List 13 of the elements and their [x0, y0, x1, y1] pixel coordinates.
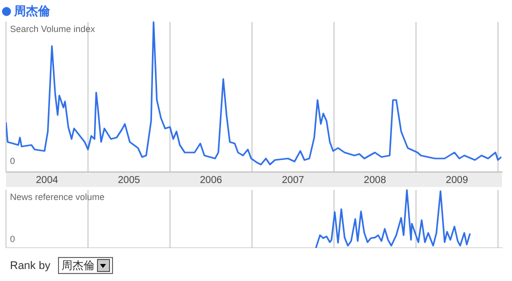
annotation: 0	[10, 234, 16, 244]
text: 周杰倫	[61, 258, 94, 273]
chart-title: News reference volume	[10, 192, 105, 202]
annotation: 0	[10, 156, 16, 166]
x-tick-label: 2008	[364, 174, 386, 186]
x-tick-label: 2004	[36, 174, 59, 186]
legend-label: 周杰倫	[14, 3, 50, 20]
x-tick-label: 2005	[118, 174, 141, 186]
text: Rank by	[10, 260, 50, 272]
x-tick-label: 2009	[446, 174, 468, 186]
chart-title: Search Volume index	[10, 24, 96, 34]
x-tick-label: 2006	[200, 174, 223, 186]
x-tick-label: 2007	[282, 174, 304, 186]
